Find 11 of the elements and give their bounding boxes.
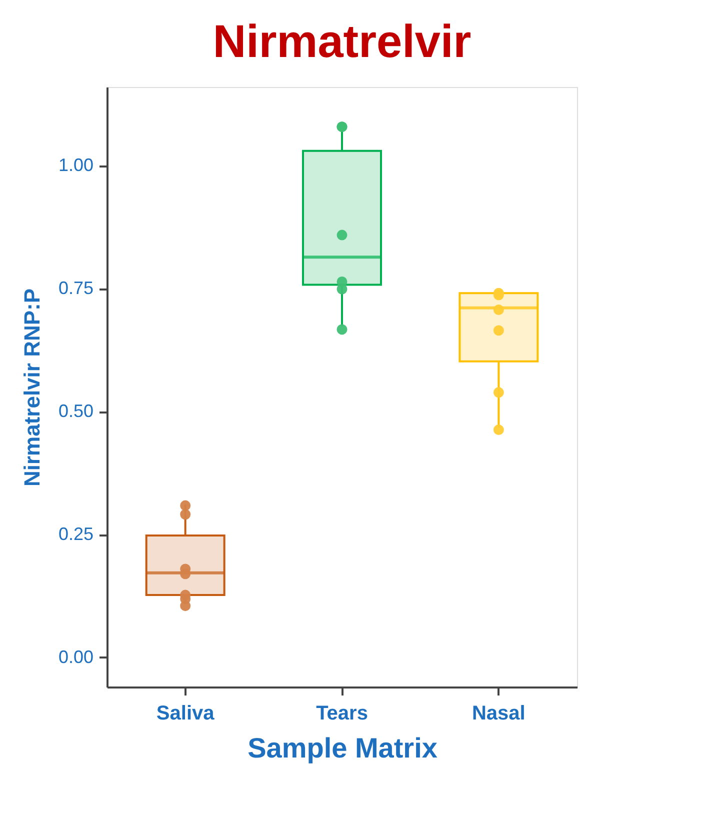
x-tick-label: Saliva xyxy=(156,702,216,724)
chart-title: Nirmatrelvir xyxy=(212,15,472,67)
y-axis-title: Nirmatrelvir RNP:P xyxy=(19,288,44,487)
y-tick-label: 0.50 xyxy=(58,401,94,422)
x-tick-label: Nasal xyxy=(472,702,526,724)
y-tick-label: 1.00 xyxy=(58,155,94,176)
y-tick-label: 0.25 xyxy=(58,524,94,544)
y-tick-label: 0.75 xyxy=(58,278,94,298)
x-tick-label: Tears xyxy=(316,702,368,724)
x-axis-title: Sample Matrix xyxy=(248,732,438,764)
y-tick-label: 0.00 xyxy=(58,646,94,667)
